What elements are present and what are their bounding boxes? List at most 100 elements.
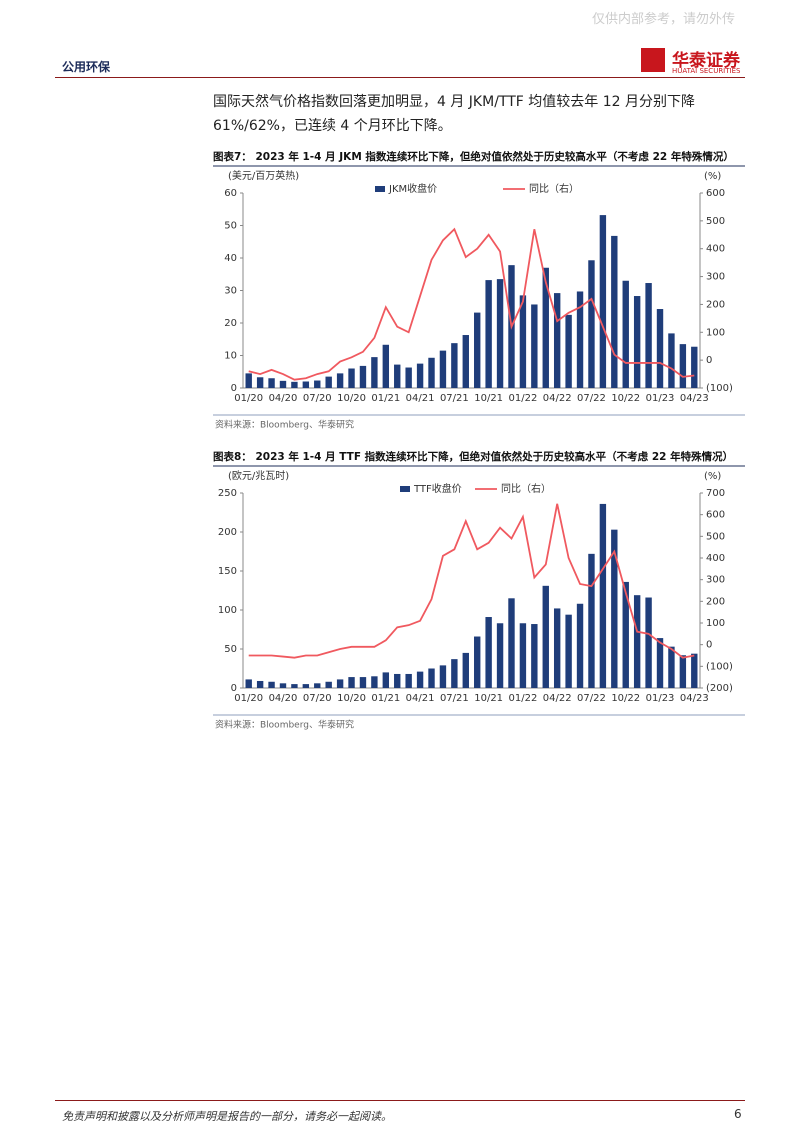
watermark: 仅供内部参考，请勿外传 (592, 12, 736, 27)
y2-tick-label: 100 (706, 327, 725, 338)
bar (576, 291, 584, 388)
bar (451, 343, 458, 388)
x-tick-label: 10/22 (611, 393, 640, 404)
bar (359, 677, 367, 688)
y2-tick-label: 200 (706, 596, 725, 607)
line (248, 227, 695, 381)
logo-icon (641, 48, 665, 72)
bar (599, 215, 607, 388)
y2-tick-label: 0 (706, 355, 712, 366)
bar (291, 381, 298, 388)
bar (462, 335, 469, 388)
legend-swatch (375, 186, 385, 192)
y-tick-label: 50 (224, 644, 237, 655)
bar (519, 623, 527, 688)
y2-tick-label: 500 (706, 531, 725, 542)
bar (633, 296, 641, 388)
bar (691, 653, 698, 688)
legend-label: JKM收盘价 (388, 182, 437, 195)
source: 资料来源：Bloomberg、华泰研究 (215, 419, 354, 431)
bar (668, 646, 675, 688)
bar (405, 367, 412, 388)
bar (622, 581, 629, 688)
legend-swatch (400, 486, 410, 492)
header-rule (55, 77, 745, 78)
x-tick-label: 01/22 (508, 693, 537, 704)
y-tick-label: 200 (218, 527, 237, 538)
bar (496, 279, 504, 388)
bar (508, 598, 515, 688)
y-tick-label: 250 (218, 488, 237, 499)
bar (656, 638, 664, 688)
y2-tick-label: 300 (706, 575, 725, 586)
page-number: 6 (734, 1107, 742, 1121)
legend-label: 同比（右） (501, 482, 551, 495)
y2-tick-label: 700 (706, 488, 725, 499)
bar (439, 350, 447, 388)
footer-rule (55, 1100, 745, 1101)
y2-tick-label: 200 (706, 299, 725, 310)
bar (268, 378, 275, 388)
bar (245, 679, 252, 688)
y-tick-label: 150 (218, 566, 237, 577)
chart: 图表7： 2023 年 1-4 月 JKM 指数连续环比下降，但绝对值依然处于历… (213, 150, 745, 431)
legend-label: 同比（右） (529, 182, 579, 195)
bar (256, 680, 264, 688)
bar (416, 363, 424, 388)
figure-title: 图表8： 2023 年 1-4 月 TTF 指数连续环比下降，但绝对值依然处于历… (213, 450, 733, 463)
bar (348, 368, 355, 388)
x-tick-label: 04/21 (406, 693, 435, 704)
y2-tick-label: 400 (706, 244, 725, 255)
y2-tick-label: 600 (706, 188, 725, 199)
bar (348, 677, 355, 688)
y2-tick-label: 500 (706, 216, 725, 227)
bar (611, 235, 618, 388)
y2-tick-label: (100) (706, 383, 733, 394)
y-tick-label: 0 (231, 683, 237, 694)
y-tick-label: 50 (224, 221, 237, 232)
bar (553, 293, 561, 388)
bar (371, 357, 378, 388)
bar (599, 503, 607, 688)
chart: 图表8： 2023 年 1-4 月 TTF 指数连续环比下降，但绝对值依然处于历… (213, 450, 745, 731)
y-axis-label: (美元/百万英热) (228, 169, 299, 182)
y2-tick-label: (100) (706, 661, 733, 672)
bar (679, 344, 687, 388)
x-tick-label: 04/22 (543, 393, 572, 404)
x-tick-label: 07/21 (440, 393, 469, 404)
x-tick-label: 01/23 (646, 693, 675, 704)
paragraph: 国际天然气价格指数回落更加明显，4 月 JKM/TTF 均值较去年 12 月分别… (213, 94, 695, 134)
y-tick-label: 20 (224, 318, 237, 329)
bar (485, 280, 492, 388)
bar (336, 679, 344, 688)
y2-tick-label: (200) (706, 683, 733, 694)
bar (485, 617, 492, 688)
x-tick-label: 01/21 (371, 693, 400, 704)
bar (325, 376, 332, 388)
bar (371, 676, 378, 688)
bar (439, 665, 447, 688)
bar (359, 365, 367, 388)
x-tick-label: 01/20 (234, 393, 263, 404)
y-tick-label: 40 (224, 253, 237, 264)
source: 资料来源：Bloomberg、华泰研究 (215, 719, 354, 731)
bar (462, 652, 469, 688)
bar (633, 595, 641, 688)
legend-label: TTF收盘价 (413, 482, 462, 495)
x-tick-label: 10/20 (337, 693, 366, 704)
y2-tick-label: 100 (706, 618, 725, 629)
x-tick-label: 10/21 (474, 393, 503, 404)
y-tick-label: 0 (231, 383, 237, 394)
bar (611, 529, 618, 688)
bar (451, 659, 458, 688)
bar (588, 260, 595, 388)
bar (416, 671, 424, 688)
bar (302, 684, 310, 688)
bar (474, 312, 481, 388)
y2-axis-label: (%) (704, 171, 721, 182)
y2-tick-label: 400 (706, 553, 725, 564)
bar (336, 373, 344, 388)
bar (645, 597, 652, 688)
bar (553, 608, 561, 688)
x-tick-label: 07/21 (440, 693, 469, 704)
